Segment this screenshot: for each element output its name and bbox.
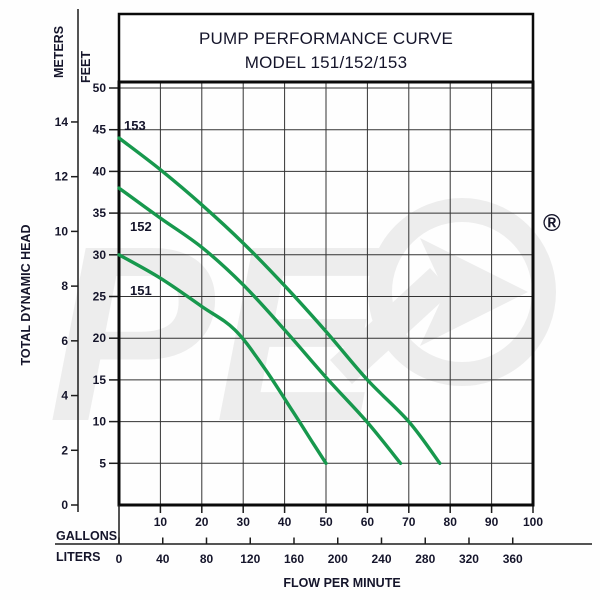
feet-tick-label: 50 — [93, 81, 107, 95]
liters-tick-label: 280 — [415, 552, 435, 566]
curve-label-152: 152 — [130, 219, 152, 234]
feet-axis-label: FEET — [79, 51, 93, 83]
plot-border — [117, 80, 535, 507]
liters-axis-label: LITERS — [56, 550, 100, 564]
liters-tick-label: 120 — [240, 552, 260, 566]
meters-tick-label: 10 — [55, 224, 69, 238]
meters-tick-label: 14 — [55, 115, 69, 129]
liters-tick-label: 40 — [156, 552, 170, 566]
performance-curves: 153 152 151 — [117, 118, 442, 465]
liters-tick-label: 80 — [200, 552, 214, 566]
gallons-tick-label: 100 — [523, 515, 543, 529]
liters-tick-label: 160 — [284, 552, 304, 566]
meters-tick-label: 8 — [61, 279, 68, 293]
feet-tick-label: 20 — [93, 331, 107, 345]
axis-ticks — [71, 87, 534, 545]
liters-tick-label: 200 — [328, 552, 348, 566]
liters-tick-label: 360 — [503, 552, 523, 566]
meters-tick-label: 0 — [61, 498, 68, 512]
feet-tick-label: 35 — [93, 206, 107, 220]
meters-tick-label: 2 — [61, 443, 68, 457]
curve-152 — [117, 186, 403, 465]
title-box — [117, 12, 535, 84]
feet-tick-label: 40 — [93, 164, 107, 178]
y-axis-title: TOTAL DYNAMIC HEAD — [19, 225, 33, 366]
liters-tick-label: 320 — [459, 552, 479, 566]
gallons-tick-label: 40 — [278, 515, 292, 529]
watermark-ring — [368, 198, 556, 386]
feet-tick-label: 15 — [93, 373, 107, 387]
feet-tick-label: 30 — [93, 248, 107, 262]
curve-label-151: 151 — [130, 283, 152, 298]
meters-tick-label: 12 — [55, 170, 69, 184]
gallons-tick-label: 50 — [319, 515, 333, 529]
feet-tick-label: 5 — [99, 456, 106, 470]
meters-axis-label: METERS — [52, 26, 66, 78]
feet-tick-label: 25 — [93, 290, 107, 304]
gallons-tick-label: 80 — [444, 515, 458, 529]
gallons-tick-label: 20 — [195, 515, 209, 529]
watermark-letters: PE — [48, 194, 388, 473]
gallons-tick-label: 90 — [485, 515, 499, 529]
curve-label-153: 153 — [124, 118, 146, 133]
watermark-arrow-icon — [420, 238, 528, 346]
gallons-tick-label: 60 — [361, 515, 375, 529]
chart-title-line2: MODEL 151/152/153 — [245, 53, 408, 72]
curve-153 — [117, 136, 442, 465]
watermark-registered-icon: ® — [543, 210, 561, 237]
chart-title-line1: PUMP PERFORMANCE CURVE — [199, 29, 453, 48]
watermark-logo: PE ® — [48, 194, 561, 473]
gallons-axis-label: GALLONS — [56, 529, 117, 543]
gallons-tick-label: 70 — [402, 515, 416, 529]
liters-tick-label: 240 — [371, 552, 391, 566]
curve-151 — [117, 253, 328, 465]
gallons-tick-label: 30 — [237, 515, 251, 529]
meters-tick-label: 6 — [61, 334, 68, 348]
liters-tick-label: 0 — [116, 552, 123, 566]
gallons-tick-label: 10 — [154, 515, 168, 529]
x-axis-title: FLOW PER MINUTE — [283, 576, 400, 590]
feet-tick-label: 10 — [93, 415, 107, 429]
feet-tick-label: 45 — [93, 123, 107, 137]
meters-tick-label: 4 — [61, 389, 68, 403]
